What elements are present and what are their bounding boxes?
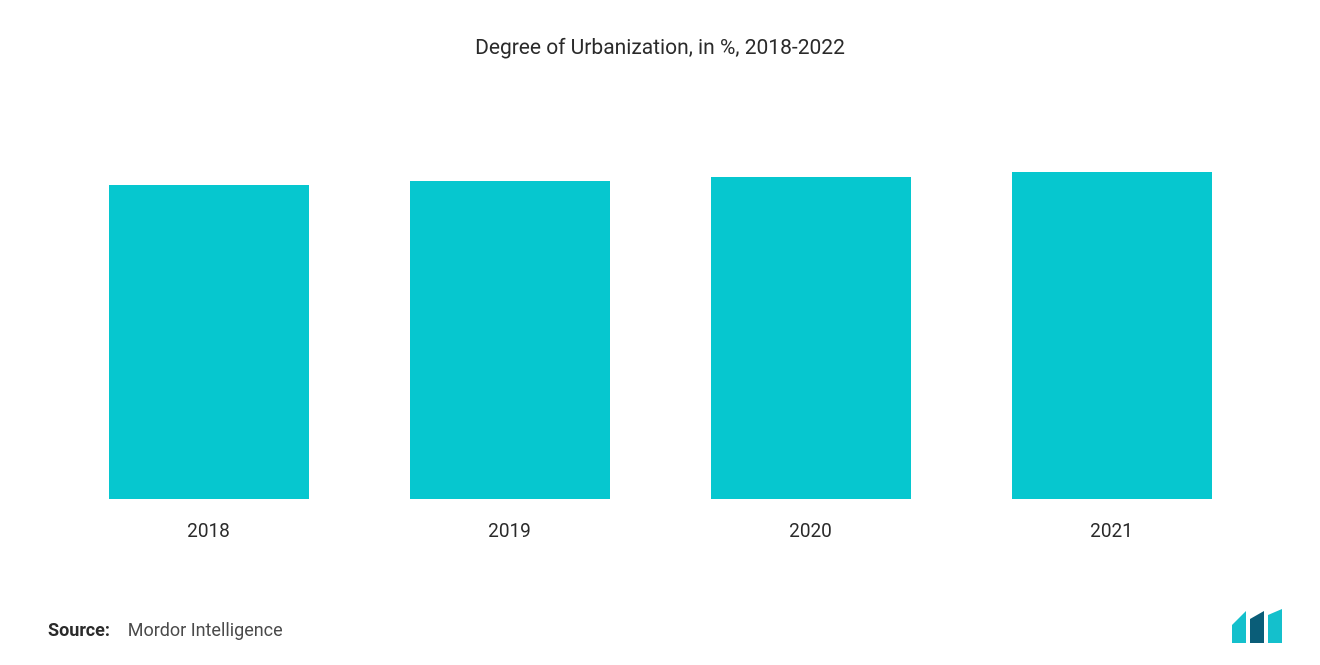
logo-bar-2 [1250, 611, 1264, 643]
bar [711, 177, 911, 500]
bars-row: 2018 2019 2020 2021 [48, 72, 1272, 542]
logo-bar-3 [1268, 609, 1282, 643]
bar-slot: 2018 [58, 72, 359, 542]
logo-bar-1 [1232, 611, 1246, 643]
bar-slot: 2019 [359, 72, 660, 542]
bar-slot: 2020 [660, 72, 961, 542]
source-label: Source: [48, 620, 110, 641]
x-axis-label: 2018 [187, 519, 230, 542]
plot-area: 2018 2019 2020 2021 [48, 72, 1272, 542]
bar [1012, 172, 1212, 499]
chart-title: Degree of Urbanization, in %, 2018-2022 [48, 36, 1272, 60]
source-value: Mordor Intelligence [128, 620, 283, 641]
brand-logo-icon [1230, 609, 1284, 645]
chart-container: Degree of Urbanization, in %, 2018-2022 … [0, 0, 1320, 665]
bar-slot: 2021 [961, 72, 1262, 542]
bar [410, 181, 610, 499]
source-footer: Source: Mordor Intelligence [48, 620, 283, 641]
x-axis-label: 2019 [488, 519, 531, 542]
bar [109, 185, 309, 499]
x-axis-label: 2021 [1090, 519, 1133, 542]
x-axis-label: 2020 [789, 519, 832, 542]
